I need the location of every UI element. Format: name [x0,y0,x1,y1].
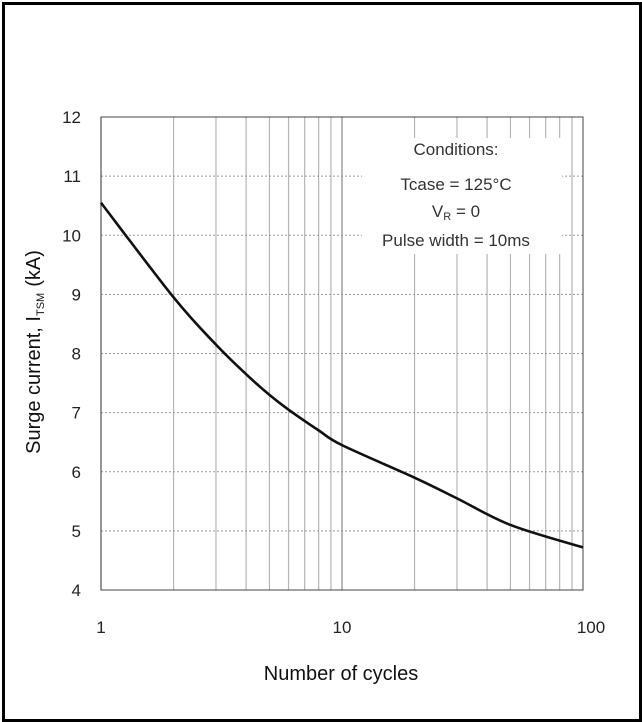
conditions-tcase: Tcase = 125°C [400,175,511,194]
conditions-title: Conditions: [413,140,498,159]
conditions-vr: VR = 0 [432,202,480,223]
x-axis-label: Number of cycles [264,663,419,685]
conditions-box-bg [362,138,562,254]
y-tick-label: 11 [63,167,81,186]
y-axis-label-unit: (kA) [23,250,45,287]
plot-border [100,116,584,591]
y-tick-label: 4 [72,581,81,600]
y-tick-label: 8 [72,345,81,364]
conditions-vr-value: = 0 [451,202,480,221]
y-tick-label: 9 [72,285,81,304]
y-tick-label: 7 [72,404,81,423]
data-series-line [99,201,584,549]
y-tick-label: 5 [72,522,81,541]
y-tick-label: 10 [62,226,81,245]
x-tick-label: 1 [96,618,105,637]
x-tick-label: 100 [577,618,605,637]
conditions-vr-main: V [432,202,444,221]
y-tick-label: 12 [62,108,81,127]
conditions-pulse: Pulse width = 10ms [382,231,530,250]
conditions-vr-subscript: R [443,211,451,223]
x-tick-label: 10 [333,618,352,637]
y-tick-label: 6 [72,463,81,482]
y-axis-label-main: Surge current, I [23,316,45,454]
x-tick-labels: 1 10 100 [96,618,605,637]
y-tick-labels: 4 5 6 7 8 9 10 11 12 [62,108,81,600]
y-axis-label: Surge current, ITSM (kA) [23,250,47,454]
y-axis-label-subscript: TSM [35,293,47,316]
